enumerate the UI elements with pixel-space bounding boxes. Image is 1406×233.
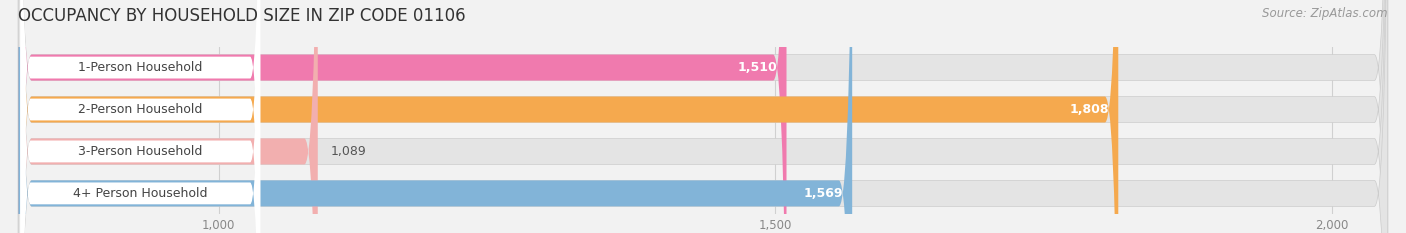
FancyBboxPatch shape	[18, 0, 1388, 233]
FancyBboxPatch shape	[18, 0, 1388, 233]
FancyBboxPatch shape	[18, 0, 1388, 233]
FancyBboxPatch shape	[21, 0, 260, 233]
FancyBboxPatch shape	[21, 0, 260, 233]
Text: 1,510: 1,510	[738, 61, 778, 74]
FancyBboxPatch shape	[18, 0, 1388, 233]
Text: 2-Person Household: 2-Person Household	[79, 103, 202, 116]
FancyBboxPatch shape	[18, 0, 318, 233]
FancyBboxPatch shape	[21, 0, 260, 233]
FancyBboxPatch shape	[18, 0, 786, 233]
Text: Source: ZipAtlas.com: Source: ZipAtlas.com	[1263, 7, 1388, 20]
Text: 1,089: 1,089	[332, 145, 367, 158]
Text: 3-Person Household: 3-Person Household	[79, 145, 202, 158]
FancyBboxPatch shape	[18, 0, 1118, 233]
Text: 1,808: 1,808	[1070, 103, 1109, 116]
FancyBboxPatch shape	[18, 0, 852, 233]
Text: 1,569: 1,569	[804, 187, 844, 200]
Text: OCCUPANCY BY HOUSEHOLD SIZE IN ZIP CODE 01106: OCCUPANCY BY HOUSEHOLD SIZE IN ZIP CODE …	[18, 7, 465, 25]
Text: 4+ Person Household: 4+ Person Household	[73, 187, 208, 200]
Text: 1-Person Household: 1-Person Household	[79, 61, 202, 74]
FancyBboxPatch shape	[21, 0, 260, 233]
